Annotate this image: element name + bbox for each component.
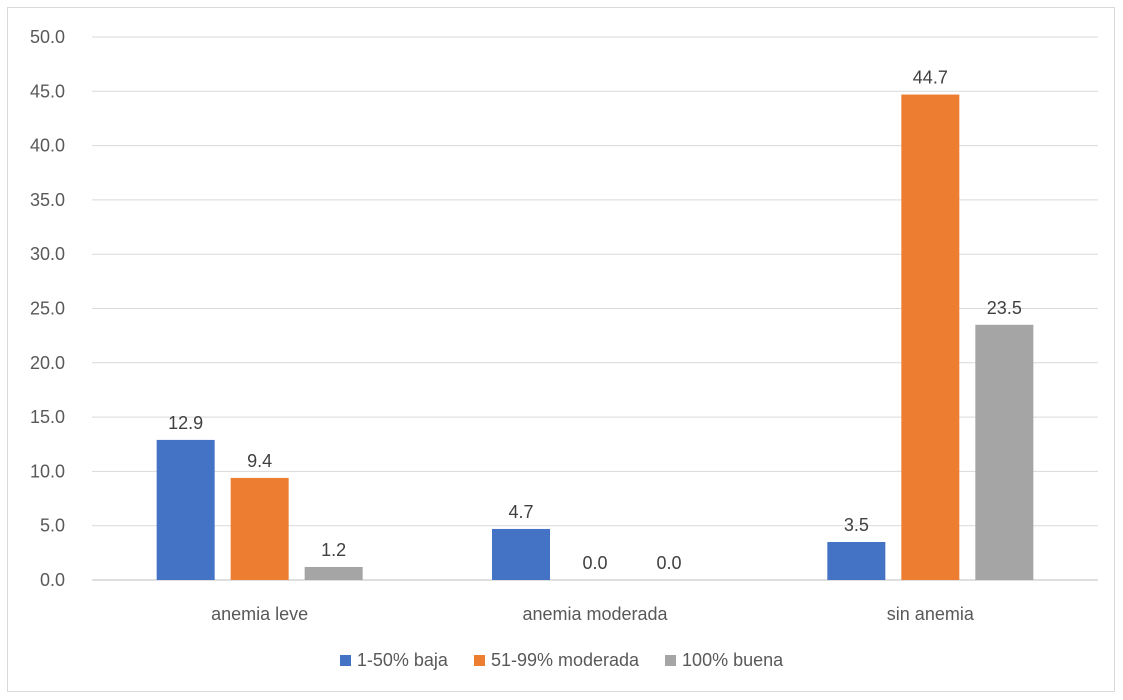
y-tick-label: 10.0 xyxy=(30,461,65,481)
data-label: 0.0 xyxy=(656,553,681,573)
legend-item-series-2: 51-99% moderada xyxy=(473,650,640,671)
data-label: 3.5 xyxy=(844,515,869,535)
legend-item-series-1: 1-50% baja xyxy=(339,650,448,671)
bar xyxy=(304,566,363,580)
bar xyxy=(975,324,1034,580)
legend-label-series-3: 100% buena xyxy=(682,650,784,670)
data-label: 9.4 xyxy=(247,451,272,471)
data-label: 12.9 xyxy=(168,413,203,433)
y-tick-label: 35.0 xyxy=(30,190,65,210)
y-tick-label: 45.0 xyxy=(30,81,65,101)
data-label: 4.7 xyxy=(508,502,533,522)
data-label: 1.2 xyxy=(321,540,346,560)
bar xyxy=(156,439,215,580)
x-category-label: anemia leve xyxy=(211,604,308,624)
x-category-label: sin anemia xyxy=(887,604,975,624)
legend-swatch-series-3 xyxy=(665,655,677,666)
data-label: 44.7 xyxy=(913,68,948,88)
legend-swatch-series-1 xyxy=(339,655,351,666)
y-tick-label: 30.0 xyxy=(30,244,65,264)
bar xyxy=(230,477,289,580)
legend-swatch-series-2 xyxy=(473,655,485,666)
legend-label-series-1: 1-50% baja xyxy=(356,650,448,670)
bar xyxy=(901,94,960,581)
y-tick-label: 20.0 xyxy=(30,353,65,373)
y-tick-label: 50.0 xyxy=(30,27,65,47)
legend-label-series-2: 51-99% moderada xyxy=(490,650,640,670)
bar xyxy=(827,541,886,580)
chart-legend: 1-50% baja 51-99% moderada 100% buena xyxy=(0,650,1123,671)
data-label: 23.5 xyxy=(987,298,1022,318)
bar xyxy=(492,528,550,580)
y-tick-label: 5.0 xyxy=(40,516,65,536)
data-label: 0.0 xyxy=(582,553,607,573)
y-tick-label: 0.0 xyxy=(40,570,65,590)
y-tick-label: 40.0 xyxy=(30,136,65,156)
x-category-label: anemia moderada xyxy=(522,604,668,624)
legend-item-series-3: 100% buena xyxy=(665,650,783,671)
y-tick-label: 15.0 xyxy=(30,407,65,427)
y-tick-label: 25.0 xyxy=(30,299,65,319)
